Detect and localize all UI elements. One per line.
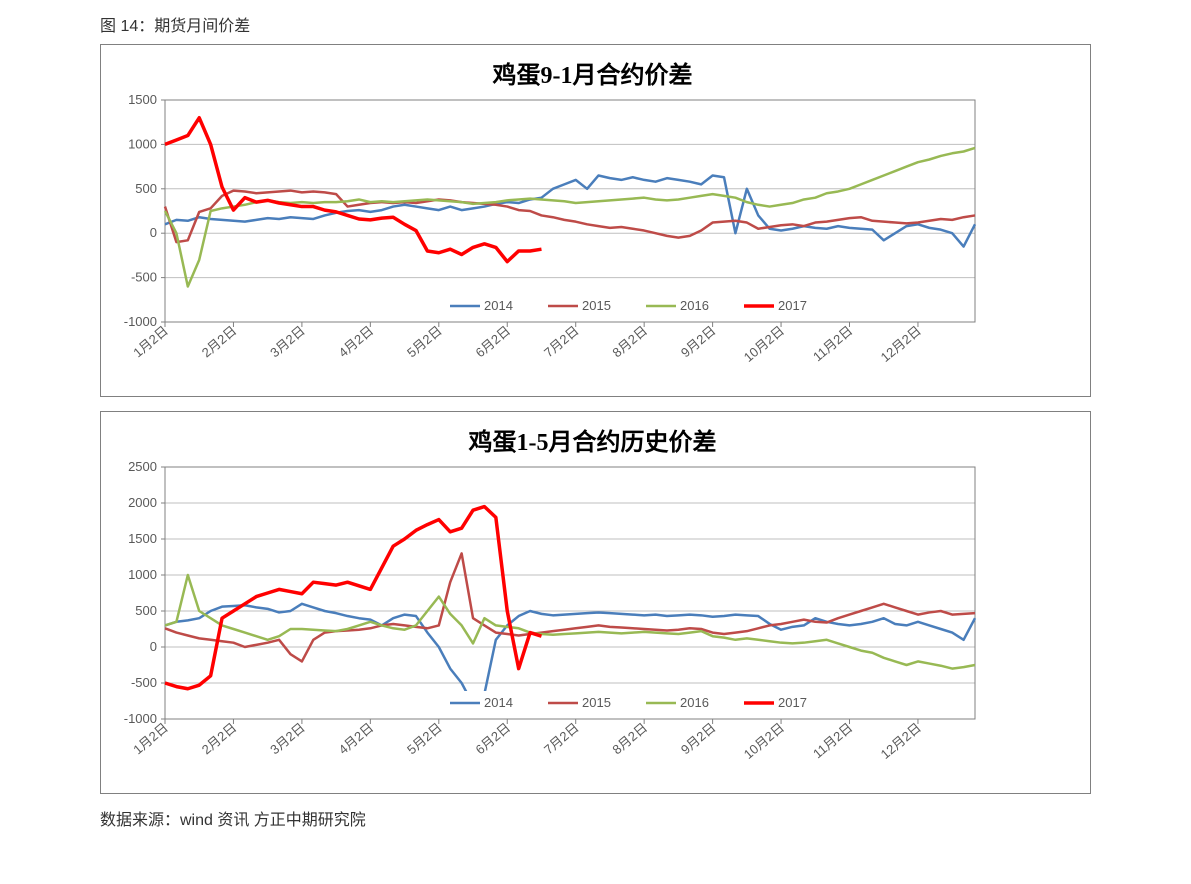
svg-text:2014: 2014 bbox=[484, 298, 513, 313]
svg-text:2017: 2017 bbox=[778, 695, 807, 710]
svg-text:11月2日: 11月2日 bbox=[810, 323, 855, 365]
svg-text:6月2日: 6月2日 bbox=[473, 323, 514, 361]
svg-text:4月2日: 4月2日 bbox=[336, 720, 377, 758]
svg-text:2月2日: 2月2日 bbox=[199, 323, 240, 361]
svg-text:5月2日: 5月2日 bbox=[404, 323, 445, 361]
data-source: 数据来源：wind 资讯 方正中期研究院 bbox=[100, 806, 1091, 830]
svg-text:12月2日: 12月2日 bbox=[878, 720, 924, 762]
svg-text:2000: 2000 bbox=[128, 495, 157, 510]
svg-text:9月2日: 9月2日 bbox=[678, 323, 719, 361]
chart-2-container: 鸡蛋1-5月合约历史价差 -1000 -500 0 500 1000 1500 2000 25… bbox=[100, 411, 1091, 794]
svg-text:1500: 1500 bbox=[128, 92, 157, 107]
svg-text:0: 0 bbox=[150, 225, 157, 240]
svg-text:8月2日: 8月2日 bbox=[609, 323, 650, 361]
chart-1-title: 鸡蛋9-1月合约价差 bbox=[105, 55, 1080, 90]
svg-text:12月2日: 12月2日 bbox=[878, 323, 924, 365]
svg-text:3月2日: 3月2日 bbox=[267, 720, 308, 758]
svg-text:2015: 2015 bbox=[582, 298, 611, 313]
svg-text:11月2日: 11月2日 bbox=[810, 720, 855, 762]
chart-1-container: 鸡蛋9-1月合约价差 -1000-5000500100015001月2日2月2日… bbox=[100, 44, 1091, 397]
svg-text:5月2日: 5月2日 bbox=[404, 720, 445, 758]
svg-text:2014: 2014 bbox=[484, 695, 513, 710]
svg-text:2月2日: 2月2日 bbox=[199, 720, 240, 758]
svg-text:9月2日: 9月2日 bbox=[678, 720, 719, 758]
svg-text:500: 500 bbox=[135, 603, 157, 618]
svg-text:-500: -500 bbox=[131, 270, 157, 285]
svg-text:3月2日: 3月2日 bbox=[267, 323, 308, 361]
svg-text:0: 0 bbox=[150, 639, 157, 654]
chart-1-plot: -1000-5000500100015001月2日2月2日3月2日4月2日5月2… bbox=[105, 92, 985, 392]
svg-text:4月2日: 4月2日 bbox=[336, 323, 377, 361]
svg-text:8月2日: 8月2日 bbox=[609, 720, 650, 758]
svg-text:2016: 2016 bbox=[680, 298, 709, 313]
svg-text:2015: 2015 bbox=[582, 695, 611, 710]
svg-text:2016: 2016 bbox=[680, 695, 709, 710]
svg-text:10月2日: 10月2日 bbox=[741, 323, 787, 365]
svg-text:7月2日: 7月2日 bbox=[541, 323, 582, 361]
svg-text:2500: 2500 bbox=[128, 459, 157, 474]
svg-text:-1000: -1000 bbox=[124, 711, 157, 726]
chart-2-title: 鸡蛋1-5月合约历史价差 bbox=[105, 422, 1080, 457]
svg-text:1000: 1000 bbox=[128, 567, 157, 582]
svg-text:-500: -500 bbox=[131, 675, 157, 690]
svg-text:-1000: -1000 bbox=[124, 314, 157, 329]
svg-text:2017: 2017 bbox=[778, 298, 807, 313]
figure-caption: 图 14：期货月间价差 bbox=[100, 12, 1091, 36]
svg-text:1000: 1000 bbox=[128, 136, 157, 151]
svg-text:1500: 1500 bbox=[128, 531, 157, 546]
svg-text:6月2日: 6月2日 bbox=[473, 720, 514, 758]
svg-text:7月2日: 7月2日 bbox=[541, 720, 582, 758]
svg-text:500: 500 bbox=[135, 181, 157, 196]
chart-2-plot: -1000-500050010001500200025001月2日2月2日3月2… bbox=[105, 459, 985, 789]
svg-text:10月2日: 10月2日 bbox=[741, 720, 787, 762]
